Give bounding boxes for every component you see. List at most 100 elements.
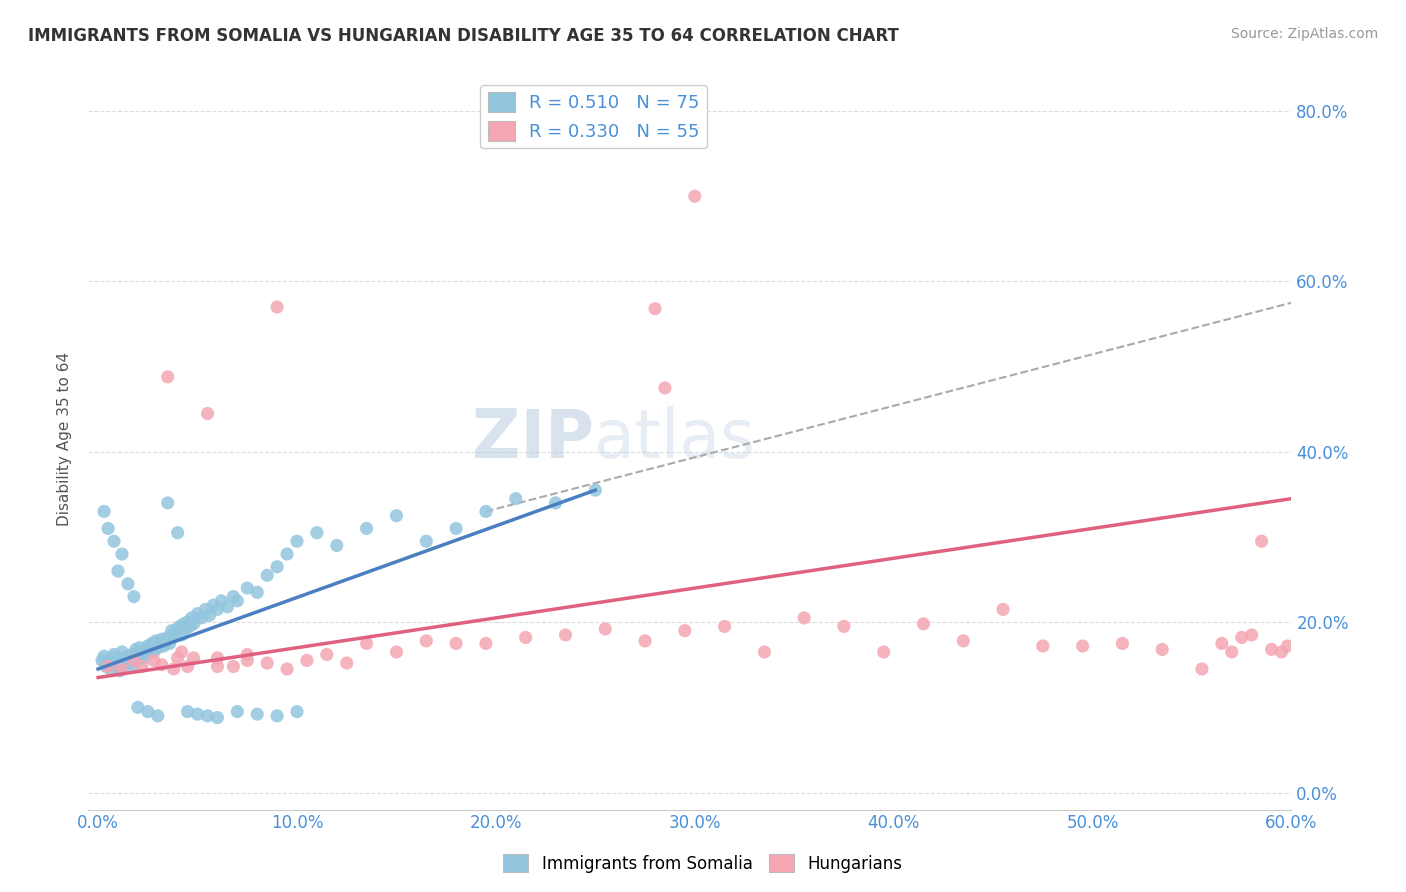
Point xyxy=(326,539,349,553)
Point xyxy=(150,632,173,647)
Point xyxy=(176,659,198,673)
Point xyxy=(111,547,134,561)
Text: Source: ZipAtlas.com: Source: ZipAtlas.com xyxy=(1230,27,1378,41)
Point xyxy=(1071,639,1094,653)
Point xyxy=(336,656,359,670)
Point xyxy=(713,619,735,633)
Point xyxy=(156,369,179,384)
Point xyxy=(183,651,205,665)
Point xyxy=(266,559,288,574)
Point xyxy=(91,653,114,667)
Point xyxy=(256,568,278,582)
Point xyxy=(1277,639,1299,653)
Point xyxy=(475,504,498,518)
Point xyxy=(1270,645,1292,659)
Point xyxy=(107,659,129,673)
Point xyxy=(1260,642,1282,657)
Point xyxy=(1032,639,1054,653)
Point xyxy=(295,653,318,667)
Point xyxy=(207,659,229,673)
Point xyxy=(111,662,134,676)
Point xyxy=(276,662,298,676)
Point xyxy=(256,656,278,670)
Point xyxy=(209,594,232,608)
Point xyxy=(226,705,249,719)
Point xyxy=(583,483,606,497)
Point xyxy=(1191,662,1213,676)
Point xyxy=(135,645,157,659)
Point xyxy=(128,640,150,655)
Point xyxy=(444,636,467,650)
Point xyxy=(415,633,437,648)
Point xyxy=(754,645,776,659)
Point xyxy=(266,300,288,314)
Point xyxy=(103,534,125,549)
Point xyxy=(222,590,245,604)
Point xyxy=(1152,642,1174,657)
Point xyxy=(385,645,408,659)
Point xyxy=(173,616,195,631)
Point xyxy=(1250,534,1272,549)
Legend: Immigrants from Somalia, Hungarians: Immigrants from Somalia, Hungarians xyxy=(496,847,910,880)
Point xyxy=(444,521,467,535)
Point xyxy=(276,547,298,561)
Point xyxy=(166,651,188,665)
Point xyxy=(174,622,197,636)
Point xyxy=(152,639,174,653)
Point xyxy=(197,407,219,421)
Point xyxy=(139,642,162,657)
Point xyxy=(163,662,186,676)
Point xyxy=(141,636,163,650)
Point xyxy=(97,521,120,535)
Point xyxy=(197,709,219,723)
Point xyxy=(246,585,269,599)
Point xyxy=(194,602,217,616)
Point xyxy=(832,619,855,633)
Point xyxy=(1211,636,1233,650)
Point xyxy=(634,633,657,648)
Point xyxy=(991,602,1014,616)
Point xyxy=(107,564,129,578)
Point xyxy=(93,649,115,664)
Point xyxy=(98,662,121,676)
Point xyxy=(683,189,706,203)
Point xyxy=(1111,636,1133,650)
Text: IMMIGRANTS FROM SOMALIA VS HUNGARIAN DISABILITY AGE 35 TO 64 CORRELATION CHART: IMMIGRANTS FROM SOMALIA VS HUNGARIAN DIS… xyxy=(28,27,898,45)
Point xyxy=(146,640,169,655)
Point xyxy=(166,525,188,540)
Point xyxy=(515,631,537,645)
Point xyxy=(266,709,288,723)
Point xyxy=(97,656,120,670)
Point xyxy=(149,636,172,650)
Point xyxy=(315,648,337,662)
Point xyxy=(385,508,408,523)
Point xyxy=(107,653,129,667)
Point xyxy=(190,611,212,625)
Text: atlas: atlas xyxy=(593,406,755,472)
Point xyxy=(136,705,159,719)
Point xyxy=(122,653,145,667)
Point xyxy=(207,710,229,724)
Point xyxy=(356,636,378,650)
Point xyxy=(160,624,183,638)
Point xyxy=(170,628,193,642)
Point xyxy=(217,599,239,614)
Point xyxy=(180,611,202,625)
Point xyxy=(132,651,155,665)
Point xyxy=(163,628,186,642)
Point xyxy=(125,642,148,657)
Point xyxy=(475,636,498,650)
Point xyxy=(176,705,198,719)
Point xyxy=(108,664,131,678)
Point xyxy=(146,709,169,723)
Point xyxy=(112,652,135,666)
Point xyxy=(127,653,149,667)
Point xyxy=(644,301,666,316)
Point xyxy=(793,611,815,625)
Point xyxy=(105,657,128,672)
Point xyxy=(202,598,225,612)
Point xyxy=(554,628,576,642)
Point xyxy=(121,648,143,662)
Point xyxy=(1230,631,1253,645)
Point xyxy=(169,619,191,633)
